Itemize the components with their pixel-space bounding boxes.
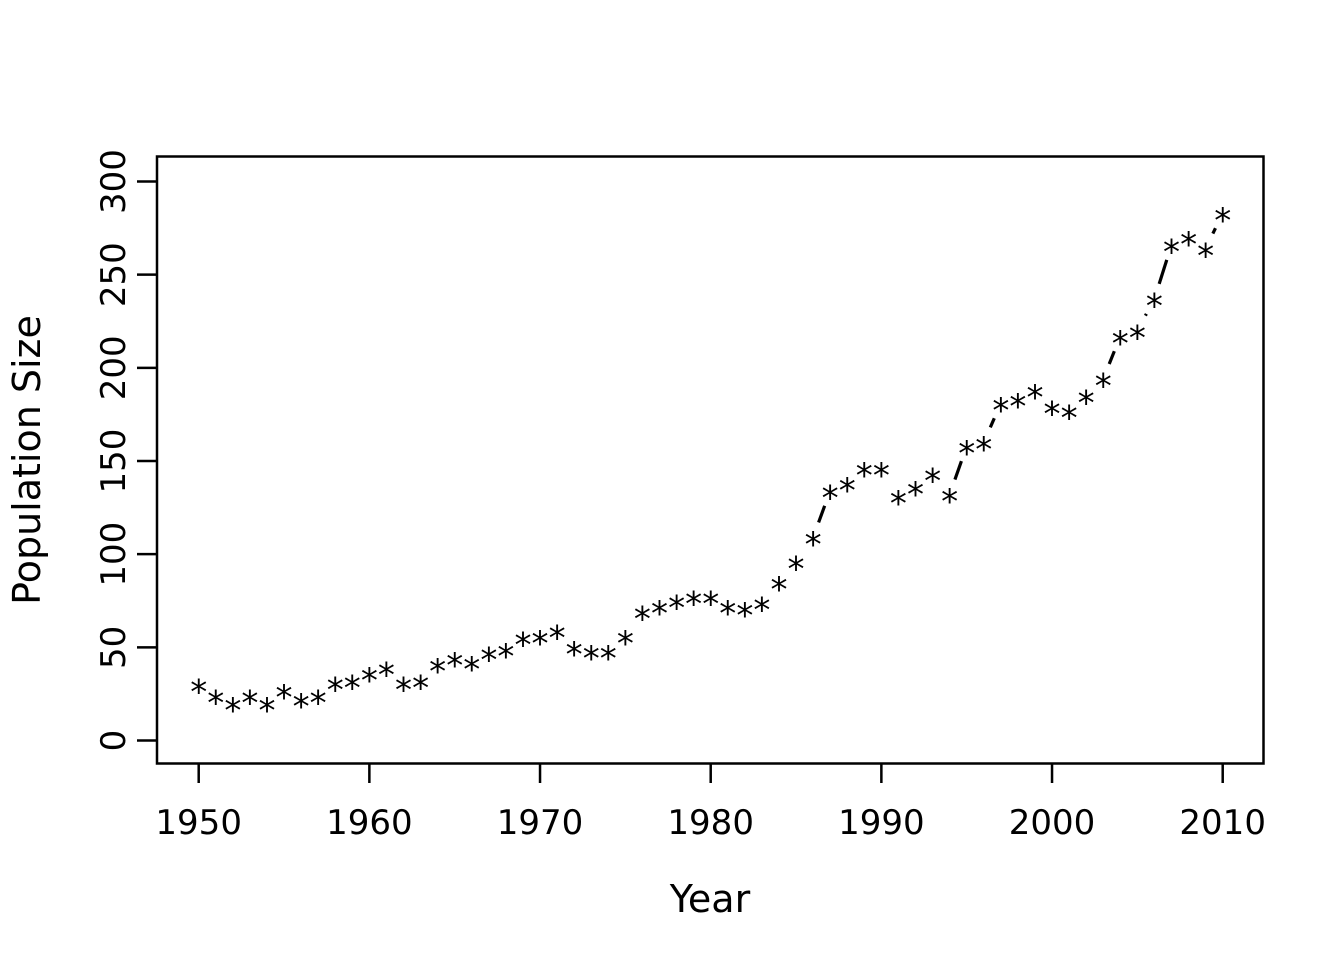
data-point-marker: * — [1095, 367, 1112, 407]
line-fragment — [817, 505, 827, 523]
data-point-marker: * — [890, 484, 907, 524]
data-point-marker: * — [207, 683, 224, 723]
y-tick-label: 0 — [94, 730, 134, 752]
data-point-marker: * — [276, 678, 293, 718]
line-fragment — [988, 417, 996, 429]
data-point-marker: * — [549, 618, 566, 658]
x-tick-label: 1970 — [497, 803, 584, 843]
data-point-marker: * — [753, 590, 770, 630]
data-point-marker: * — [310, 683, 327, 723]
data-point-marker: * — [634, 600, 651, 640]
data-point-marker: * — [480, 641, 497, 681]
y-tick-label: 150 — [94, 429, 134, 494]
data-point-marker: * — [958, 434, 975, 474]
data-point-marker: * — [446, 646, 463, 686]
data-points: * * * * * * * * * * * * * * * * * * * * * * * * * ** * * * * * * ***** * *… — [190, 201, 1231, 731]
data-point-marker: * — [1061, 398, 1078, 438]
connector-line-fragments — [817, 227, 1217, 523]
data-point-marker: * — [1197, 236, 1214, 276]
data-point-marker: * — [1009, 387, 1026, 427]
data-point-marker: * — [1112, 324, 1129, 364]
y-tick-label: 50 — [94, 626, 134, 669]
y-tick-label: 200 — [94, 335, 134, 400]
x-axis-ticks: 1950 1960 1970 1980 1990 2000 2010 — [155, 763, 1266, 843]
x-axis-title: Year — [669, 877, 751, 921]
data-point-marker: * — [1129, 318, 1146, 358]
data-point-marker: * — [514, 626, 531, 666]
line-fragment — [953, 460, 963, 481]
data-point-marker: * — [770, 570, 787, 610]
data-point-marker: * — [736, 596, 753, 636]
data-point-marker: * — [600, 639, 617, 679]
data-point-marker: * — [617, 624, 634, 664]
data-point-marker: * — [941, 482, 958, 522]
data-point-marker: * — [1044, 395, 1061, 435]
x-tick-label: 1950 — [155, 803, 242, 843]
data-point-marker: * — [412, 669, 429, 709]
data-point-marker: * — [668, 588, 685, 628]
data-point-marker: * — [241, 683, 258, 723]
line-fragment — [1157, 259, 1169, 285]
data-point-marker: * — [1163, 233, 1180, 273]
data-point-marker: * — [719, 594, 736, 634]
data-point-marker: * — [992, 391, 1009, 431]
data-point-marker: * — [856, 456, 873, 496]
y-axis-ticks: 0 50 100 150 200 250 300 — [94, 149, 157, 751]
data-point-marker: * — [1180, 225, 1197, 265]
data-point-marker: * — [907, 475, 924, 515]
data-point-marker: * — [1078, 383, 1095, 423]
data-point-marker: * — [395, 670, 412, 710]
x-tick-label: 2010 — [1179, 803, 1266, 843]
data-point-marker: * — [327, 670, 344, 710]
data-point-marker: * — [873, 456, 890, 496]
y-tick-label: 100 — [94, 522, 134, 587]
data-point-marker: * — [463, 650, 480, 690]
data-point-marker: * — [822, 479, 839, 519]
data-point-marker: * — [293, 687, 310, 727]
data-point-marker: * — [224, 691, 241, 731]
data-point-marker: * — [805, 525, 822, 565]
data-point-marker: * — [361, 661, 378, 701]
data-point-marker: * — [344, 669, 361, 709]
y-axis-title: Population Size — [5, 315, 49, 605]
data-point-marker: * — [1214, 201, 1231, 241]
y-tick-label: 250 — [94, 242, 134, 307]
data-point-marker: * — [566, 635, 583, 675]
x-tick-label: 2000 — [1009, 803, 1096, 843]
x-tick-label: 1960 — [326, 803, 413, 843]
line-fragment — [1211, 227, 1217, 235]
x-tick-label: 1980 — [667, 803, 754, 843]
data-point-marker: * — [190, 672, 207, 712]
y-tick-label: 300 — [94, 149, 134, 214]
line-fragment — [1107, 350, 1116, 365]
x-tick-label: 1990 — [838, 803, 925, 843]
data-point-marker: * — [1026, 378, 1043, 418]
data-point-marker: * — [532, 624, 549, 664]
data-point-marker: * — [497, 637, 514, 677]
data-point-marker: * — [924, 462, 941, 502]
data-point-marker: * — [839, 471, 856, 511]
line-fragment — [1144, 313, 1148, 317]
data-point-marker: * — [975, 430, 992, 470]
data-point-marker: * — [378, 656, 395, 696]
data-point-marker: * — [685, 585, 702, 625]
data-point-marker: * — [258, 691, 275, 731]
data-point-marker: * — [651, 594, 668, 634]
data-point-marker: * — [429, 652, 446, 692]
data-point-marker: * — [702, 585, 719, 625]
plot-box — [155, 155, 1265, 765]
data-point-marker: * — [583, 639, 600, 679]
data-point-marker: * — [1146, 287, 1163, 327]
data-point-marker: * — [788, 549, 805, 589]
